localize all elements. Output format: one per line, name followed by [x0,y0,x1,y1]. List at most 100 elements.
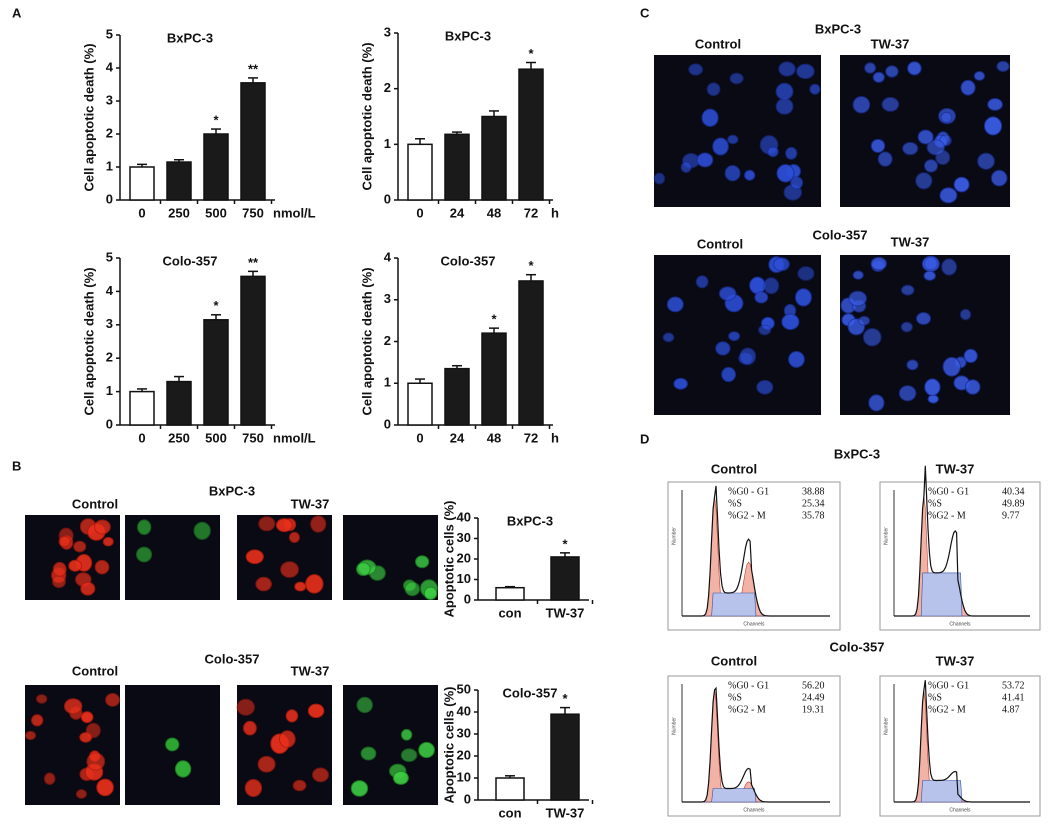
cell-nucleus [701,108,719,127]
stat-value: 9.77 [1002,510,1020,521]
cell-nucleus [900,284,915,296]
cell-nucleus [662,332,675,343]
y-tick-label: 30 [457,530,471,545]
x-tick-label: 250 [168,430,190,445]
y-axis-label: Cell apoptotic death (%) [359,267,374,415]
cell-nucleus [763,277,780,295]
y-tick-label: 2 [384,333,391,348]
y-tick-label: 0 [106,191,113,206]
x-unit: nmol/L [273,205,316,220]
stat-value: 19.31 [802,704,825,715]
cell-nucleus [756,379,774,395]
cell-nucleus [243,720,257,736]
cell-nucleus [728,331,741,342]
stat-label: %S [728,692,742,703]
chart-title: Colo-357 [441,253,496,268]
cell-nucleus [915,172,933,190]
histogram-fit [894,465,1030,617]
bar [481,332,507,426]
y-axis-label: Apoptotic cells (%) [441,686,456,803]
x-tick-label: 24 [450,430,465,445]
cell-nucleus [744,169,756,181]
bar [518,68,544,201]
histogram-x-label: Channels [743,621,765,627]
y-tick-label: 3 [384,24,391,39]
x-unit: h [551,430,559,445]
condition-label: TW-37 [871,36,910,51]
chart-title: BxPC-3 [445,28,491,43]
cell-nucleus [86,752,106,771]
y-tick-label: 3 [106,316,113,331]
cell-nucleus [915,312,932,326]
cell-nucleus [907,61,922,76]
bar [129,166,155,201]
cell-nucleus [400,748,418,763]
cell-nucleus [758,324,772,336]
histogram-y-label: Number [671,527,677,545]
cell-nucleus [79,731,93,743]
cell-nucleus [724,165,741,182]
bar [495,586,525,601]
cell-nucleus [653,172,666,185]
cell-nucleus [872,71,885,83]
cell-nucleus [68,559,82,572]
y-axis-label: Apoptotic cells (%) [441,500,456,617]
cell-nucleus [258,516,276,532]
cell-nucleus [960,79,976,96]
x-tick-label: 750 [242,430,264,445]
cell-nucleus [987,98,1003,111]
row-title: Colo-357 [830,639,885,654]
x-tick-label: 750 [242,205,264,220]
cell-nucleus [680,161,692,173]
stat-value: 25.34 [802,498,825,509]
condition-label: TW-37 [936,653,975,668]
y-tick-label: 40 [457,509,471,524]
significance-label: * [562,691,568,706]
cell-nucleus [940,111,953,123]
cell-nucleus [96,778,114,797]
bar [518,280,544,426]
y-tick-label: 2 [106,350,113,365]
histogram-fit [682,686,830,803]
significance-label: ** [248,61,259,76]
cell-nucleus [721,366,737,383]
stat-value: 35.78 [802,510,825,521]
y-tick-label: 20 [457,550,471,565]
y-tick-label: 4 [106,59,114,74]
significance-label: * [213,298,219,313]
cell-nucleus [25,730,37,741]
cell-nucleus [785,146,798,160]
cell-nucleus [392,770,409,785]
panel-label: D [640,431,649,446]
cell-nucleus [924,378,941,396]
bar [444,367,470,426]
cell-nucleus [941,258,958,276]
chart-title: Colo-357 [503,685,558,700]
y-tick-label: 4 [384,249,392,264]
bar [495,777,525,801]
cell-nucleus [718,286,737,301]
stat-label: %G0 - G1 [728,680,769,691]
cell-nucleus [927,394,939,404]
cell-nucleus [965,379,981,395]
bar [444,133,470,201]
cell-nucleus [900,321,913,333]
x-unit: h [551,205,559,220]
bar [240,82,266,201]
cell-nucleus [864,62,877,74]
cell-nucleus [63,698,83,715]
cell-nucleus [307,703,325,719]
cell-nucleus [727,134,739,145]
cell-nucleus [285,709,299,723]
cell-nucleus [706,82,721,97]
stat-value: 49.89 [1002,498,1025,509]
stat-label: %G0 - G1 [928,486,969,497]
cell-nucleus [136,546,153,563]
cell-nucleus [776,164,795,183]
stat-label: %G0 - G1 [928,680,969,691]
cell-nucleus [80,711,94,724]
cell-nucleus [715,341,731,356]
cell-nucleus [868,394,885,412]
x-tick-label: 0 [138,205,145,220]
